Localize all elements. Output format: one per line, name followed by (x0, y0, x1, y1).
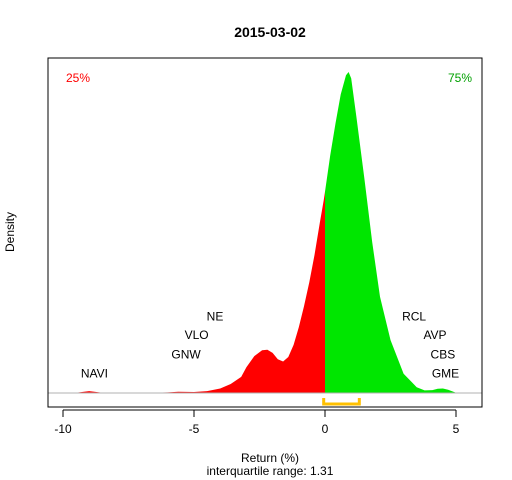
x-tick-label: -10 (54, 422, 72, 436)
stock-label: AVP (423, 328, 446, 342)
density-area-upper (325, 72, 462, 393)
stock-label: RCL (402, 310, 426, 324)
plot-area: NAVI GNW VLO NE RCL AVP CBS GME (47, 57, 483, 408)
x-axis-label: Return (%) (241, 451, 299, 465)
chart-title: 2015-03-02 (234, 24, 306, 40)
x-tick-label: -5 (189, 422, 200, 436)
stock-label: GME (432, 367, 459, 381)
quantile-75-label: 75% (448, 71, 472, 85)
stock-labels: NAVI GNW VLO NE RCL AVP CBS GME (81, 310, 459, 381)
plot-background (48, 58, 482, 394)
plot-frame (47, 57, 483, 408)
stock-label: CBS (431, 347, 456, 361)
stock-label: VLO (185, 328, 209, 342)
density-fill (63, 72, 462, 393)
density-area-lower (63, 191, 325, 393)
iqr-marker (322, 398, 361, 406)
quantile-25-label: 25% (66, 71, 90, 85)
iqr-subtitle: interquartile range: 1.31 (207, 464, 334, 478)
stock-label: NAVI (81, 367, 108, 381)
stock-label: GNW (171, 347, 201, 361)
x-tick-label: 5 (453, 422, 460, 436)
iqr-bracket (322, 398, 361, 406)
x-axis: -10 -5 0 5 (54, 409, 460, 436)
stock-label: NE (207, 310, 224, 324)
y-axis-label: Density (3, 212, 17, 252)
x-tick-label: 0 (322, 422, 329, 436)
